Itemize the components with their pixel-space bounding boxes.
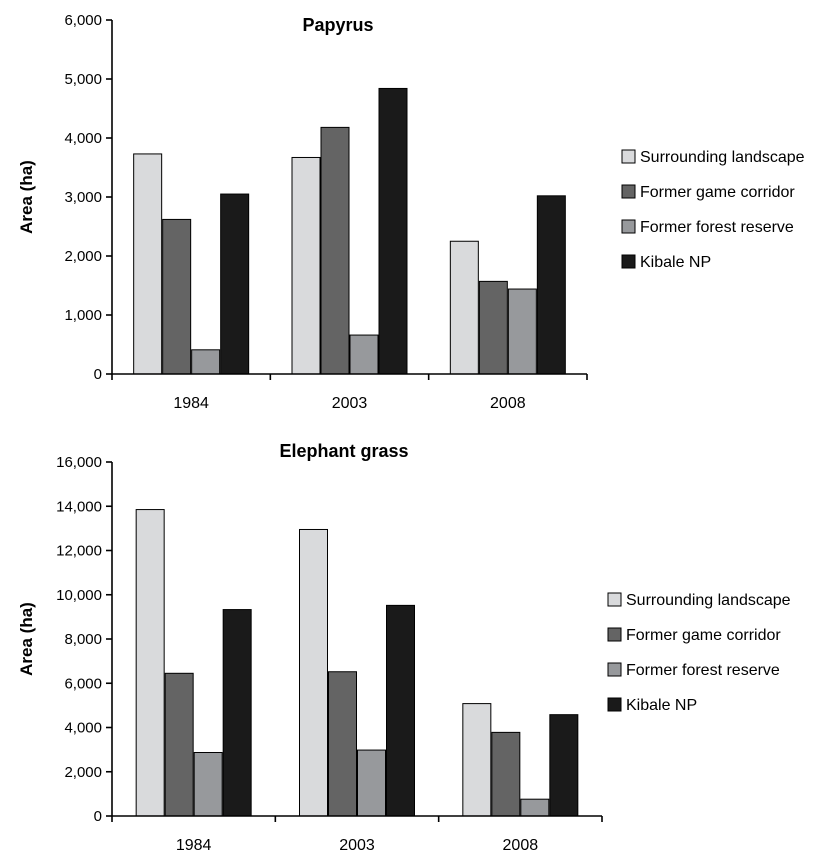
legend-swatch-former-game-corridor [621,184,636,199]
legend-label-kibale-np: Kibale NP [640,254,711,271]
bar-former-game-corridor-1984 [162,218,192,375]
y-tick-label: 14,000 [56,498,102,515]
legend-label-former-game-corridor: Former game corridor [640,184,795,201]
y-tick-label: 8,000 [64,631,102,648]
bar-kibale-np-2003 [378,87,408,375]
bar-former-forest-reserve-2003 [357,749,386,817]
bar-former-forest-reserve-1984 [191,349,221,375]
chart-title: Papyrus [302,15,373,35]
y-tick-label: 4,000 [64,130,102,147]
x-tick-label: 2008 [490,395,526,412]
y-tick-label: 1,000 [64,307,102,324]
y-tick-label: 2,000 [64,764,102,781]
legend-swatch-former-forest-reserve [621,219,636,234]
bar-surrounding-landscape-1984 [135,509,165,817]
y-tick-label: 12,000 [56,543,102,560]
legend-label-surrounding-landscape: Surrounding landscape [640,149,805,166]
bar-surrounding-landscape-2003 [291,156,321,375]
y-tick-label: 6,000 [64,675,102,692]
legend-label-surrounding-landscape: Surrounding landscape [626,592,791,609]
bar-former-game-corridor-2008 [491,731,521,817]
y-tick-label: 5,000 [64,71,102,88]
bar-kibale-np-2008 [549,714,579,817]
bar-former-game-corridor-2008 [478,280,508,375]
bar-former-forest-reserve-1984 [193,752,223,817]
bar-kibale-np-2003 [386,604,415,817]
bar-former-forest-reserve-2003 [349,334,379,375]
legend-label-kibale-np: Kibale NP [626,697,697,714]
x-tick-label: 2003 [339,837,375,852]
chart-title: Elephant grass [279,441,408,461]
bar-former-forest-reserve-2008 [507,288,537,375]
y-tick-label: 4,000 [64,720,102,737]
bar-kibale-np-2008 [536,195,566,375]
bar-former-game-corridor-2003 [320,126,350,375]
x-tick-label: 2008 [503,837,539,852]
legend-label-former-forest-reserve: Former forest reserve [640,219,794,236]
y-tick-label: 3,000 [64,189,102,206]
bar-former-game-corridor-1984 [164,672,194,817]
legend-swatch-former-forest-reserve [607,662,622,677]
legend-swatch-former-game-corridor [607,627,622,642]
y-tick-label: 6,000 [64,12,102,29]
bar-surrounding-landscape-2008 [462,703,492,817]
y-tick-label: 10,000 [56,587,102,604]
bar-surrounding-landscape-1984 [133,153,163,375]
bar-surrounding-landscape-2003 [299,528,328,817]
elephant-grass-chart: Elephant grass Area (ha) 1984 2003 2008 0 2,00… [17,441,791,852]
y-tick-label: 0 [94,366,102,383]
y-tick-label: 2,000 [64,248,102,265]
x-tick-label: 1984 [176,837,212,852]
legend-label-former-forest-reserve: Former forest reserve [626,662,780,679]
legend-swatch-kibale-np [621,254,636,269]
x-tick-label: 1984 [173,395,209,412]
y-axis-label: Area (ha) [17,602,36,676]
bar-surrounding-landscape-2008 [449,240,479,375]
bar-former-forest-reserve-2008 [520,798,550,817]
bar-kibale-np-1984 [220,193,250,375]
legend-label-former-game-corridor: Former game corridor [626,627,781,644]
legend-swatch-surrounding-landscape [621,149,636,164]
y-tick-label: 0 [94,808,102,825]
x-tick-label: 2003 [332,395,368,412]
bar-former-game-corridor-2003 [328,671,357,817]
y-axis-label: Area (ha) [17,160,36,234]
papyrus-chart: Papyrus Area (ha) 1984 2003 2008 0 1,000 2,000 3… [17,12,805,412]
bar-kibale-np-1984 [222,609,252,817]
legend-swatch-kibale-np [607,697,622,712]
legend-swatch-surrounding-landscape [607,592,622,607]
y-tick-label: 16,000 [56,454,102,471]
